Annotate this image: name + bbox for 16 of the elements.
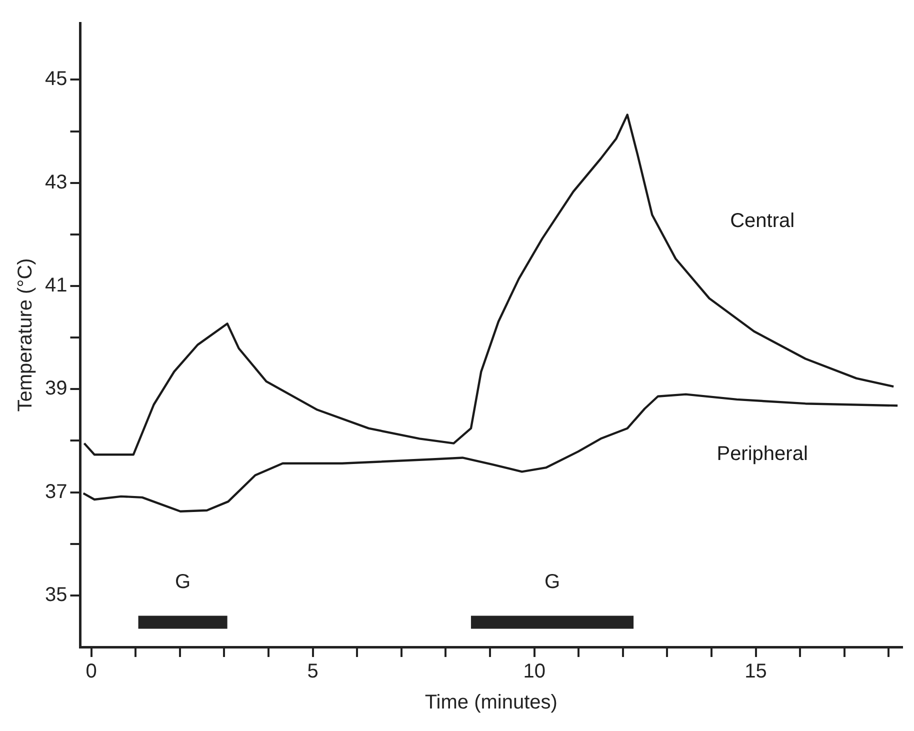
- y-tick-label: 43: [44, 171, 68, 194]
- x-axis-title: Time (minutes): [424, 692, 558, 714]
- y-tick-label: 35: [44, 584, 68, 606]
- annotation: G: [544, 570, 560, 593]
- x-tick-label: 10: [523, 660, 546, 683]
- y-tick-label: 41: [44, 274, 68, 297]
- y-axis-title: Temperature (°C): [14, 258, 37, 412]
- y-tick-label: 37: [44, 480, 68, 503]
- x-tick-label: 5: [307, 660, 318, 683]
- x-tick-label: 0: [86, 660, 97, 683]
- y-tick-label: 45: [44, 68, 68, 90]
- annotation: G: [175, 570, 191, 593]
- text: Central: [730, 210, 795, 232]
- y-tick-label: 39: [44, 378, 68, 400]
- series-label: Peripheral: [716, 442, 808, 465]
- x-tick-label: 15: [744, 660, 767, 683]
